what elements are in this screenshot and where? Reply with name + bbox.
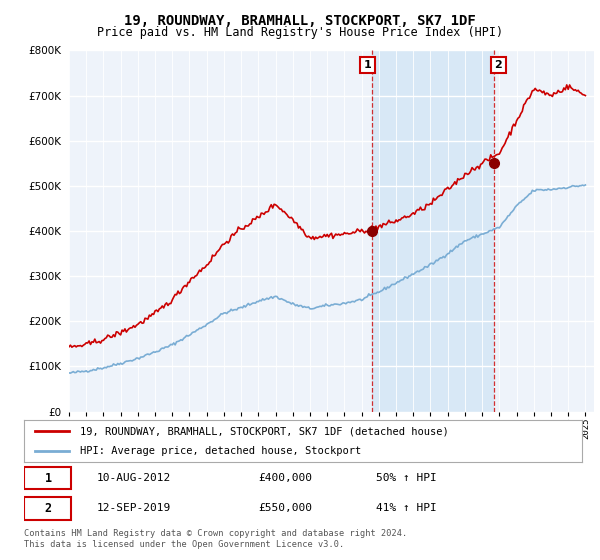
FancyBboxPatch shape	[24, 467, 71, 489]
FancyBboxPatch shape	[24, 497, 71, 520]
Text: 50% ↑ HPI: 50% ↑ HPI	[376, 473, 436, 483]
Text: 12-SEP-2019: 12-SEP-2019	[97, 503, 171, 514]
Text: £550,000: £550,000	[259, 503, 313, 514]
Text: 41% ↑ HPI: 41% ↑ HPI	[376, 503, 436, 514]
Text: 10-AUG-2012: 10-AUG-2012	[97, 473, 171, 483]
Text: 1: 1	[44, 472, 52, 485]
Text: £400,000: £400,000	[259, 473, 313, 483]
Text: 2: 2	[494, 60, 502, 70]
Text: HPI: Average price, detached house, Stockport: HPI: Average price, detached house, Stoc…	[80, 446, 361, 456]
Text: 2: 2	[44, 502, 52, 515]
Text: Contains HM Land Registry data © Crown copyright and database right 2024.
This d: Contains HM Land Registry data © Crown c…	[24, 529, 407, 549]
Text: 19, ROUNDWAY, BRAMHALL, STOCKPORT, SK7 1DF: 19, ROUNDWAY, BRAMHALL, STOCKPORT, SK7 1…	[124, 14, 476, 28]
Bar	[372, 50, 494, 412]
Text: Price paid vs. HM Land Registry's House Price Index (HPI): Price paid vs. HM Land Registry's House …	[97, 26, 503, 39]
Text: 19, ROUNDWAY, BRAMHALL, STOCKPORT, SK7 1DF (detached house): 19, ROUNDWAY, BRAMHALL, STOCKPORT, SK7 1…	[80, 426, 449, 436]
Text: 1: 1	[364, 60, 371, 70]
